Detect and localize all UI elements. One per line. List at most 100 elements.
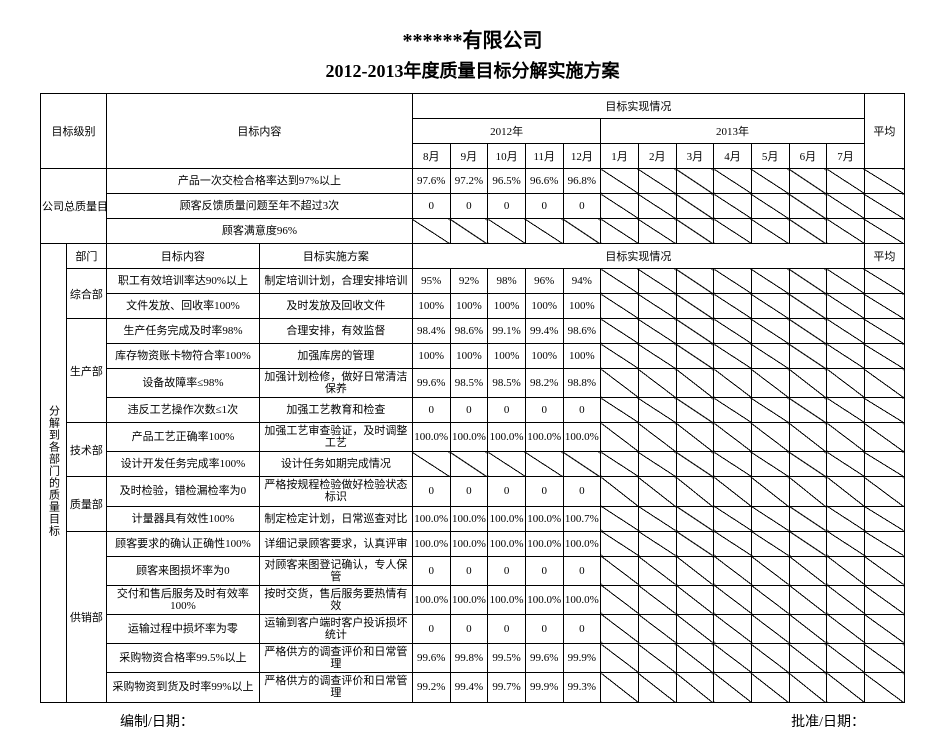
cell-diag — [827, 477, 865, 506]
cell-diag — [714, 398, 752, 423]
row-plan: 详细记录顾客要求，认真评审 — [259, 531, 412, 556]
cell-val: 0 — [412, 194, 450, 219]
cell-diag — [827, 194, 865, 219]
row-content: 职工有效培训率达90%以上 — [106, 269, 259, 294]
cell-val: 0 — [563, 194, 601, 219]
cell-diag — [601, 531, 639, 556]
cell-diag — [789, 531, 827, 556]
row-content: 采购物资合格率99.5%以上 — [106, 644, 259, 673]
row-plan: 制定检定计划，日常巡查对比 — [259, 506, 412, 531]
cell-diag — [827, 369, 865, 398]
row-content: 库存物资账卡物符合率100% — [106, 344, 259, 369]
cell-val: 0 — [488, 556, 526, 585]
cell-diag — [676, 398, 714, 423]
cell-diag — [864, 269, 904, 294]
cell-val: 97.2% — [450, 169, 488, 194]
cell-diag — [638, 219, 676, 244]
cell-diag — [676, 169, 714, 194]
cell-diag — [864, 644, 904, 673]
cell-val: 0 — [563, 398, 601, 423]
cell-diag — [864, 614, 904, 643]
cell-diag — [714, 614, 752, 643]
cell-val: 100.0% — [563, 423, 601, 452]
hdr-month: 2月 — [638, 144, 676, 169]
cell-diag — [601, 644, 639, 673]
hdr-month: 7月 — [827, 144, 865, 169]
hdr-month: 9月 — [450, 144, 488, 169]
cell-val: 100% — [525, 294, 563, 319]
row-content: 计量器具有效性100% — [106, 506, 259, 531]
cell-diag — [864, 673, 904, 702]
cell-diag — [676, 194, 714, 219]
cell-diag — [676, 477, 714, 506]
row-content: 违反工艺操作次数≤1次 — [106, 398, 259, 423]
cell-val: 0 — [412, 556, 450, 585]
cell-diag — [676, 556, 714, 585]
cell-diag — [864, 344, 904, 369]
cell-diag — [789, 644, 827, 673]
cell-val: 0 — [525, 477, 563, 506]
cell-val: 0 — [563, 556, 601, 585]
company-target-content: 产品一次交检合格率达到97%以上 — [106, 169, 412, 194]
doc-title: 2012-2013年度质量目标分解实施方案 — [40, 57, 905, 83]
cell-diag — [714, 644, 752, 673]
cell-diag — [827, 452, 865, 477]
company-target-content: 顾客反馈质量问题至年不超过3次 — [106, 194, 412, 219]
cell-val: 99.5% — [488, 644, 526, 673]
cell-diag — [450, 452, 488, 477]
cell-val: 100% — [563, 294, 601, 319]
cell-diag — [638, 398, 676, 423]
cell-diag — [789, 319, 827, 344]
hdr-month: 1月 — [601, 144, 639, 169]
cell-val: 0 — [412, 614, 450, 643]
cell-diag — [751, 644, 789, 673]
cell-diag — [864, 398, 904, 423]
cell-val: 0 — [450, 398, 488, 423]
hdr-plan: 目标实施方案 — [259, 244, 412, 269]
cell-diag — [601, 423, 639, 452]
cell-diag — [864, 319, 904, 344]
cell-diag — [789, 269, 827, 294]
cell-val: 100.0% — [450, 423, 488, 452]
cell-diag — [601, 506, 639, 531]
cell-val: 94% — [563, 269, 601, 294]
cell-diag — [601, 369, 639, 398]
cell-diag — [751, 344, 789, 369]
cell-val: 100% — [450, 344, 488, 369]
cell-diag — [714, 477, 752, 506]
cell-diag — [638, 506, 676, 531]
cell-val: 100.0% — [412, 506, 450, 531]
cell-val: 99.6% — [412, 644, 450, 673]
cell-val: 99.4% — [450, 673, 488, 702]
cell-diag — [601, 398, 639, 423]
footer-left: 编制/日期： — [120, 711, 194, 731]
cell-diag — [789, 556, 827, 585]
cell-val: 100% — [488, 344, 526, 369]
cell-diag — [827, 344, 865, 369]
cell-diag — [864, 585, 904, 614]
cell-diag — [714, 194, 752, 219]
cell-val: 0 — [450, 614, 488, 643]
hdr-month: 10月 — [488, 144, 526, 169]
cell-val: 100.7% — [563, 506, 601, 531]
cell-diag — [751, 614, 789, 643]
cell-diag — [714, 531, 752, 556]
cell-val: 92% — [450, 269, 488, 294]
cell-diag — [638, 452, 676, 477]
cell-val: 96.5% — [488, 169, 526, 194]
cell-val: 99.4% — [525, 319, 563, 344]
cell-diag — [638, 673, 676, 702]
cell-diag — [676, 219, 714, 244]
cell-diag — [864, 169, 904, 194]
dept-name: 生产部 — [66, 319, 106, 423]
cell-val: 98.5% — [450, 369, 488, 398]
cell-diag — [751, 319, 789, 344]
cell-diag — [789, 219, 827, 244]
cell-diag — [827, 673, 865, 702]
cell-diag — [638, 614, 676, 643]
cell-diag — [638, 556, 676, 585]
cell-diag — [601, 194, 639, 219]
cell-diag — [714, 219, 752, 244]
cell-diag — [751, 423, 789, 452]
hdr-month: 3月 — [676, 144, 714, 169]
